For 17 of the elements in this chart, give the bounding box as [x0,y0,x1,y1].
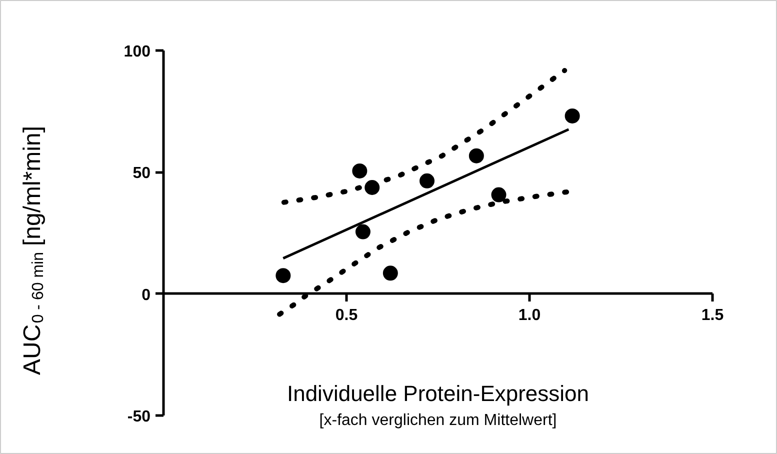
y-tick-label: 100 [124,44,151,60]
point [420,173,435,188]
point [355,224,370,240]
point [352,163,368,178]
point [468,148,484,164]
x-tick-label: 0.5 [335,306,358,324]
point [491,187,506,202]
x-tick-label: 1.5 [701,306,724,324]
point [564,108,580,124]
point [276,268,291,284]
y-tick-label: -50 [127,408,151,426]
x-axis-title: Individuelle Protein-Expression [x-fach verglichen zum Mittelwert] [286,381,590,429]
y-axis-title: AUC0 - 60 min [ng/ml*min] [19,126,47,375]
x-tick-label: 1.0 [518,306,541,324]
point [382,266,398,281]
y-tick-label: 50 [132,165,151,182]
y-tick-label: 0 [142,286,151,304]
